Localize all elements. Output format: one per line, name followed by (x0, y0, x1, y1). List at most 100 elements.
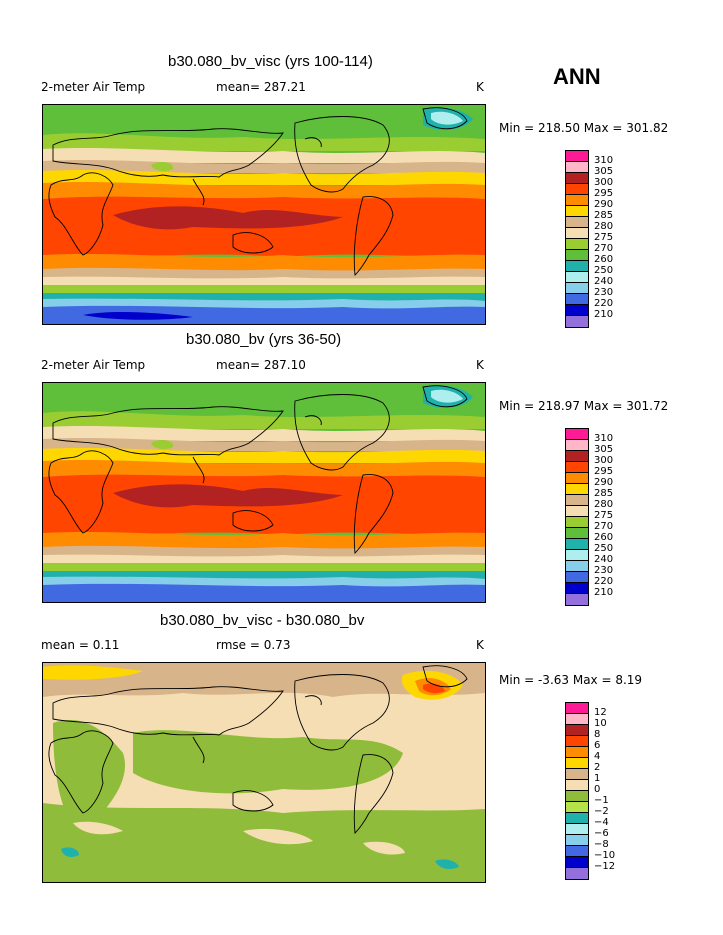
panel1-colorbar-swatch (566, 195, 588, 206)
colorbar-tick: 270 (594, 521, 614, 532)
panel1-colorbar-swatch (566, 250, 588, 261)
panel3-rmse-label: rmse = 0.73 (216, 638, 291, 652)
panel1-range-label: Min = 218.50 Max = 301.82 (499, 121, 669, 135)
panel2-colorbar-swatch (566, 528, 588, 539)
colorbar-tick: 270 (594, 243, 614, 254)
panel3-colorbar-swatch (566, 736, 588, 747)
colorbar-tick: −1 (594, 795, 609, 806)
panel1-colorbar-swatch (566, 305, 588, 316)
colorbar-tick: 1 (594, 773, 601, 784)
colorbar-tick: −8 (594, 839, 609, 850)
panel3-colorbar-swatch (566, 846, 588, 857)
colorbar-tick: 2 (594, 762, 601, 773)
colorbar-tick: 295 (594, 466, 614, 477)
panel1-variable-label: 2-meter Air Temp (41, 80, 146, 94)
colorbar-tick: 240 (594, 554, 614, 565)
colorbar-tick: 295 (594, 188, 614, 199)
panel3-mean-label: mean = 0.11 (41, 638, 120, 652)
panel1-colorbar-swatch (566, 173, 588, 184)
panel1-title: b30.080_bv_visc (yrs 100-114) (168, 53, 373, 70)
panel3-colorbar-swatch (566, 824, 588, 835)
panel2-range-label: Min = 218.97 Max = 301.72 (499, 399, 669, 413)
panel3-colorbar-swatch (566, 714, 588, 725)
colorbar-tick: −2 (594, 806, 609, 817)
panel3-colorbar-swatch (566, 802, 588, 813)
panel3-colorbar-swatch (566, 791, 588, 802)
season-label: ANN (553, 64, 601, 89)
colorbar-tick: 250 (594, 265, 614, 276)
panel1-colorbar (565, 150, 589, 328)
panel2-colorbar-swatch (566, 550, 588, 561)
colorbar-tick: −10 (594, 850, 616, 861)
panel3-colorbar-swatch (566, 813, 588, 824)
panel2-mean-label: mean= 287.10 (216, 358, 306, 372)
colorbar-tick: 4 (594, 751, 601, 762)
panel3-title: b30.080_bv_visc - b30.080_bv (160, 612, 365, 629)
colorbar-tick: 230 (594, 287, 614, 298)
colorbar-tick: 12 (594, 707, 607, 718)
panel2-colorbar-swatch (566, 506, 588, 517)
panel2-colorbar-swatch (566, 451, 588, 462)
colorbar-tick: 240 (594, 276, 614, 287)
colorbar-tick: 285 (594, 488, 614, 499)
colorbar-tick: −6 (594, 828, 609, 839)
panel1-colorbar-swatch (566, 239, 588, 250)
colorbar-tick: 290 (594, 477, 614, 488)
colorbar-tick: 0 (594, 784, 601, 795)
panel2-colorbar-swatch (566, 473, 588, 484)
panel1-map-plot (43, 105, 485, 324)
colorbar-tick: 280 (594, 499, 614, 510)
colorbar-tick: 10 (594, 718, 607, 729)
colorbar-tick: 305 (594, 444, 614, 455)
colorbar-tick: 230 (594, 565, 614, 576)
panel1-colorbar-swatch (566, 316, 588, 327)
colorbar-tick: 260 (594, 254, 614, 265)
panel3-colorbar-swatch (566, 769, 588, 780)
panel3-range-label: Min = -3.63 Max = 8.19 (499, 673, 643, 687)
panel1-colorbar-swatch (566, 261, 588, 272)
panel1-mean-label: mean= 287.21 (216, 80, 306, 94)
colorbar-tick: 275 (594, 510, 614, 521)
colorbar-tick: 305 (594, 166, 614, 177)
panel2-colorbar-swatch (566, 462, 588, 473)
colorbar-tick: 300 (594, 455, 614, 466)
panel2-colorbar-swatch (566, 429, 588, 440)
panel1-colorbar-swatch (566, 162, 588, 173)
panel3-colorbar-swatch (566, 835, 588, 846)
panel2-map (42, 382, 486, 603)
colorbar-tick: 210 (594, 309, 614, 320)
panel1-units-label: K (476, 80, 484, 94)
panel1-colorbar-swatch (566, 217, 588, 228)
panel1-map (42, 104, 486, 325)
panel3-colorbar-swatch (566, 758, 588, 769)
panel1-colorbar-swatch (566, 272, 588, 283)
panel2-colorbar-swatch (566, 594, 588, 605)
colorbar-tick: 220 (594, 298, 614, 309)
colorbar-tick: 310 (594, 155, 614, 166)
colorbar-tick: 280 (594, 221, 614, 232)
panel1-colorbar-swatch (566, 283, 588, 294)
panel2-colorbar-swatch (566, 440, 588, 451)
panel1-colorbar-swatch (566, 151, 588, 162)
colorbar-tick: 8 (594, 729, 601, 740)
panel1-colorbar-swatch (566, 294, 588, 305)
panel3-units-label: K (476, 638, 484, 652)
colorbar-tick: −4 (594, 817, 609, 828)
panel2-colorbar (565, 428, 589, 606)
colorbar-tick: 275 (594, 232, 614, 243)
panel3-colorbar-swatch (566, 780, 588, 791)
panel1-colorbar-swatch (566, 228, 588, 239)
colorbar-tick: 6 (594, 740, 601, 751)
panel3-colorbar-swatch (566, 857, 588, 868)
panel3-colorbar-swatch (566, 725, 588, 736)
panel3-map-plot (43, 663, 485, 882)
panel2-colorbar-swatch (566, 561, 588, 572)
panel3-map (42, 662, 486, 883)
panel3-colorbar-swatch (566, 868, 588, 879)
panel1-colorbar-labels: 310 305 300 295 290 285 280 275 270 260 … (594, 155, 613, 320)
panel2-units-label: K (476, 358, 484, 372)
panel2-title: b30.080_bv (yrs 36-50) (186, 331, 342, 348)
panel3-colorbar-swatch (566, 747, 588, 758)
panel2-colorbar-swatch (566, 495, 588, 506)
colorbar-tick: 210 (594, 587, 614, 598)
